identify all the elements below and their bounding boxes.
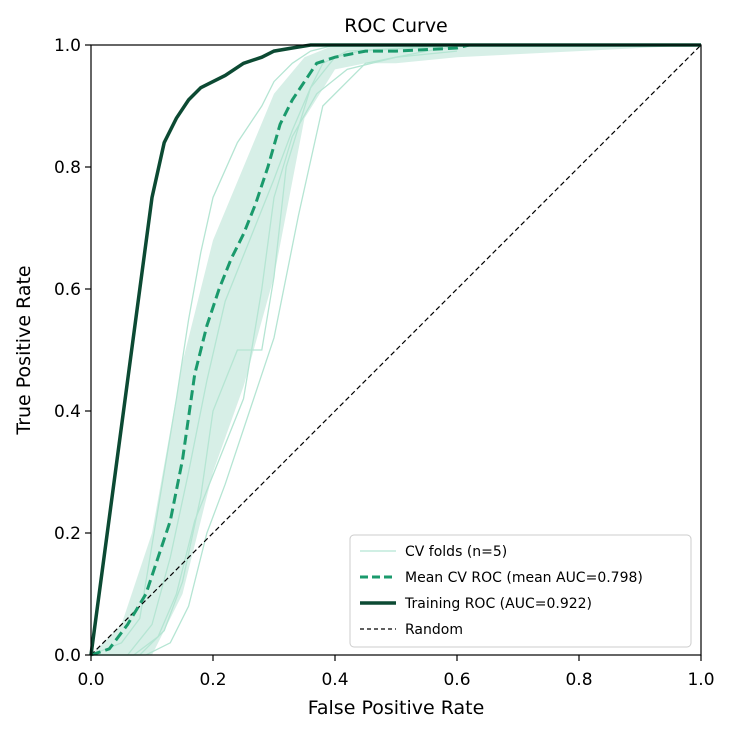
x-tick-label: 0.6 [443, 670, 470, 690]
cv-fold-line-2 [91, 44, 458, 656]
cv-fold-line-5 [91, 44, 464, 656]
y-tick-label: 0.8 [54, 158, 81, 178]
x-tick-label: 0.0 [77, 670, 104, 690]
plot-frame [90, 44, 702, 656]
y-tick-label: 1.0 [54, 36, 81, 56]
x-axis-label: False Positive Rate [308, 697, 485, 719]
cv-fold-line-1 [90, 44, 457, 656]
x-tick-label: 0.4 [321, 670, 348, 690]
x-tick-label: 0.8 [565, 670, 592, 690]
cv-fold-line-3 [91, 44, 470, 656]
legend-label-random: Random [405, 622, 463, 638]
legend-label-mean: Mean CV ROC (mean AUC=0.798) [405, 570, 643, 586]
x-tick-label: 0.2 [199, 670, 226, 690]
legend-label-training: Training ROC (AUC=0.922) [404, 596, 592, 612]
cv-std-band [91, 45, 701, 655]
legend-box [349, 534, 692, 648]
cv-fold-line-4 [91, 50, 458, 656]
y-tick-label: 0.6 [54, 280, 81, 300]
chart-title: ROC Curve [344, 15, 448, 37]
legend-label-fold: CV folds (n=5) [405, 544, 507, 560]
legend: CV folds (n=5) Mean CV ROC (mean AUC=0.79… [349, 534, 692, 648]
x-tick-label: 1.0 [687, 670, 714, 690]
axis-ticks: 0.0 0.2 0.4 0.6 0.8 1.0 0.0 0.2 0.4 0.6 0.8 1.0 [54, 36, 715, 690]
y-tick-label: 0.0 [54, 646, 81, 666]
y-axis-label: True Positive Rate [13, 265, 35, 435]
y-tick-label: 0.2 [54, 524, 81, 544]
y-tick-label: 0.4 [54, 402, 81, 422]
